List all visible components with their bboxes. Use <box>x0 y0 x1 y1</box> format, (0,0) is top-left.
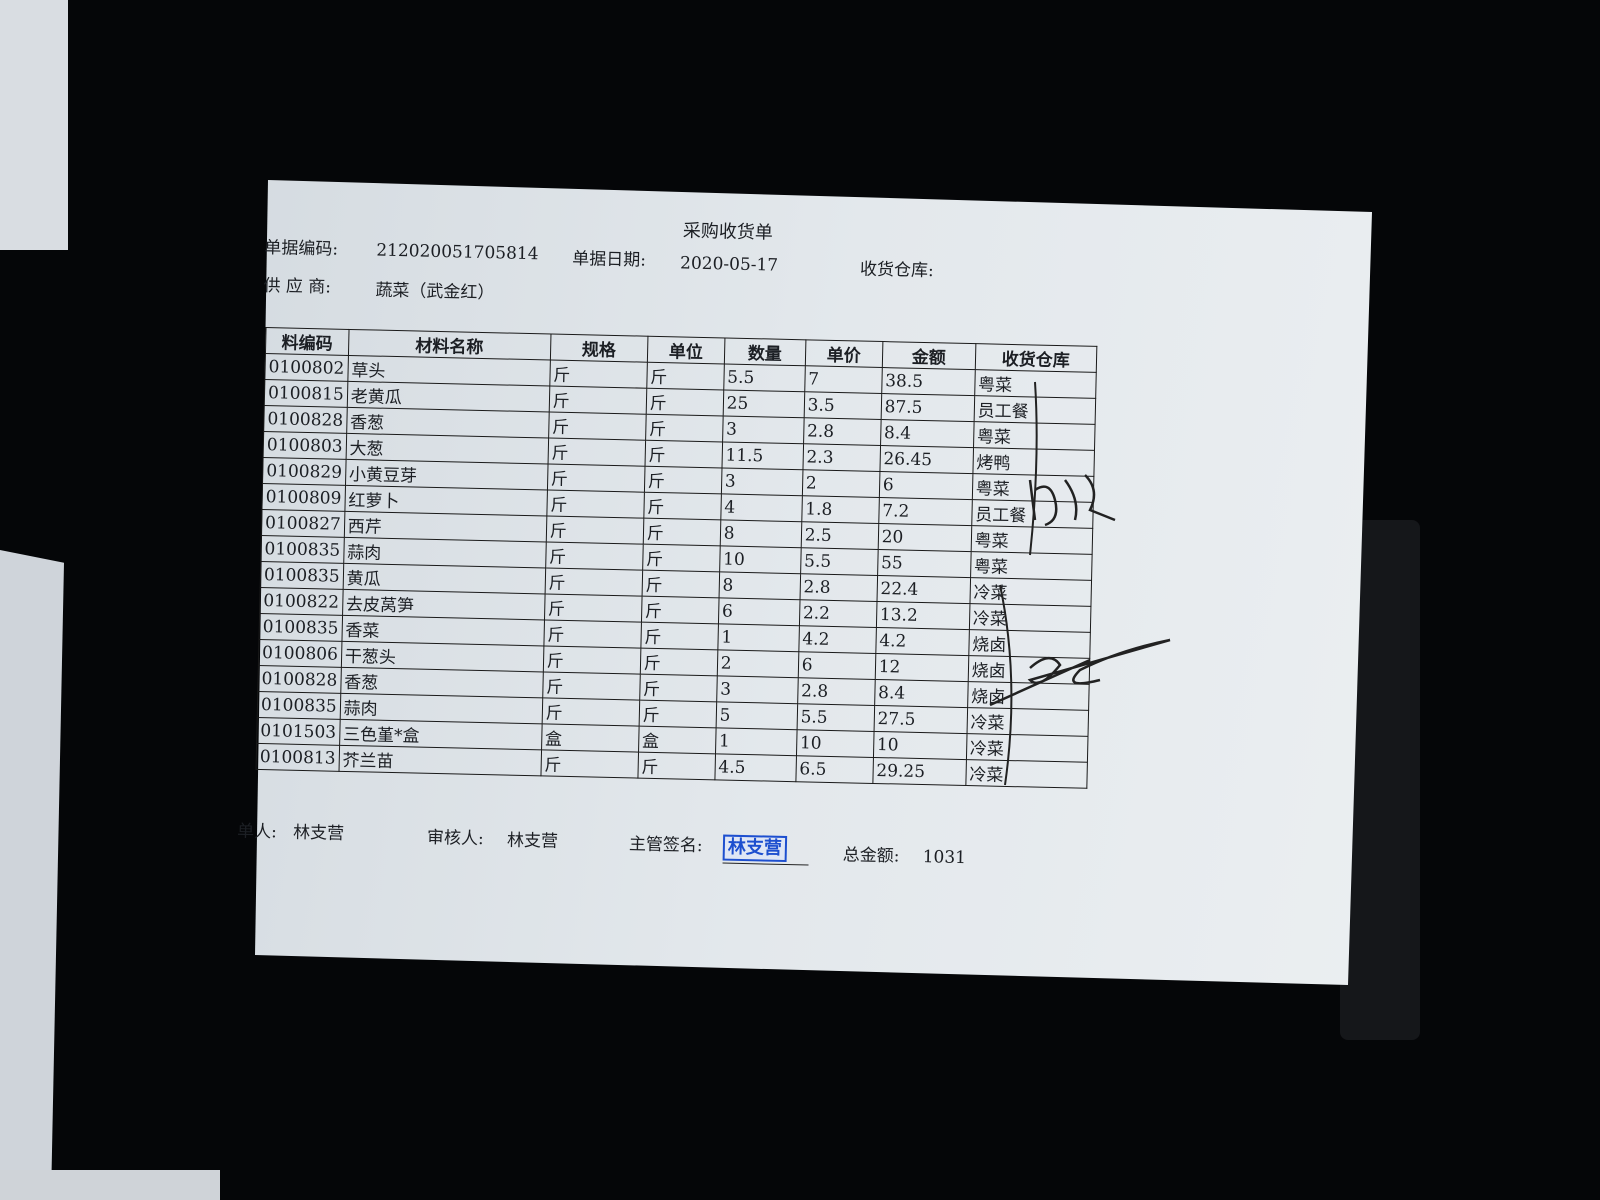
handwritten-signature <box>1028 474 1116 527</box>
bracket-mark <box>1029 381 1038 556</box>
bracket-mark <box>999 584 1013 786</box>
background-paper <box>0 0 68 250</box>
background-paper <box>0 550 64 1190</box>
handwritten-signature <box>989 638 1171 707</box>
background-paper <box>0 1170 220 1200</box>
